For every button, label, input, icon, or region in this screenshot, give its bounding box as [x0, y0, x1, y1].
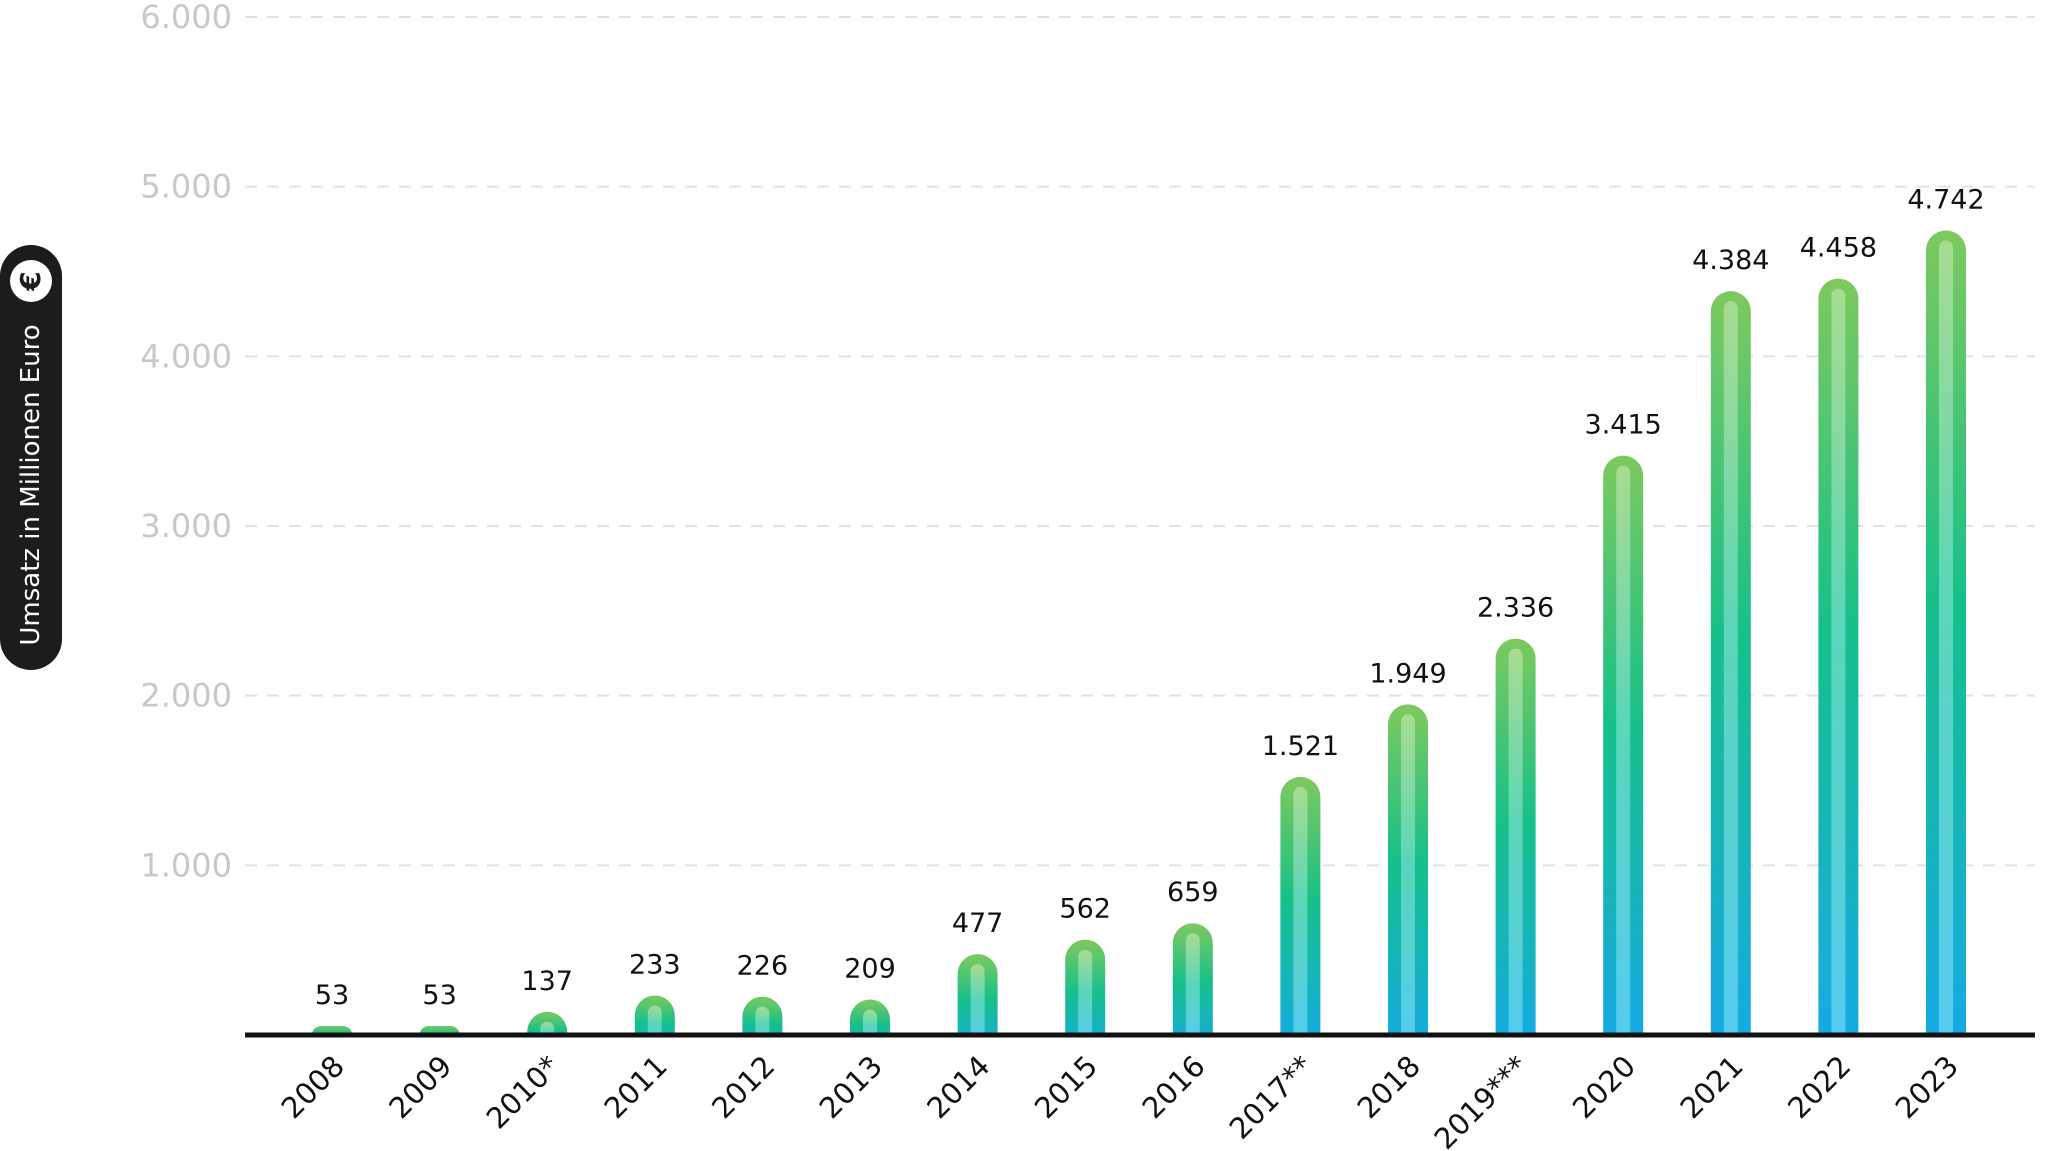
value-label: 209	[844, 954, 896, 985]
euro-icon: €	[10, 260, 52, 302]
bar-highlight	[1401, 714, 1415, 1035]
x-tick-label: 2022	[1781, 1049, 1857, 1125]
value-labels: 53 53 137 233 226 209 477 562 659 1.521 1.949 2.336…	[315, 184, 1985, 1011]
value-label: 137	[521, 966, 573, 997]
bars	[312, 230, 1966, 1035]
x-tick-label: 2012	[705, 1049, 781, 1125]
y-tick-label: 4.000	[140, 337, 232, 375]
x-tick-label: 2021	[1674, 1049, 1750, 1125]
x-tick-labels: 2008 2009 2010* 2011 2012 2013 2014 2015 2016 201…	[275, 1049, 1965, 1151]
y-tick-label: 6.000	[140, 0, 232, 36]
x-tick-label: 2013	[813, 1049, 889, 1125]
value-label: 1.949	[1369, 658, 1446, 689]
y-tick-label: 2.000	[140, 677, 232, 715]
value-label: 4.384	[1692, 245, 1769, 276]
x-tick-label: 2015	[1028, 1049, 1104, 1125]
x-tick-label: 2018	[1351, 1049, 1427, 1125]
y-tick-label: 3.000	[140, 507, 232, 545]
y-tick-label: 5.000	[140, 168, 232, 206]
value-label: 53	[422, 980, 456, 1011]
bar-highlight	[755, 1006, 770, 1035]
value-label: 1.521	[1262, 731, 1339, 762]
x-tick-label: 2009	[382, 1049, 458, 1125]
bar-highlight	[1185, 933, 1200, 1035]
x-tick-label: 2014	[920, 1049, 996, 1125]
bar-highlight	[1939, 240, 1953, 1035]
x-tick-label: 2010*	[480, 1049, 566, 1135]
bar-highlight	[1508, 648, 1523, 1035]
value-label: 2.336	[1477, 593, 1554, 624]
value-label: 477	[952, 908, 1004, 939]
value-label: 659	[1167, 877, 1219, 908]
value-label: 3.415	[1585, 410, 1662, 441]
bar-highlight	[1831, 288, 1846, 1035]
x-tick-label: 2008	[275, 1049, 351, 1125]
value-label: 562	[1059, 894, 1111, 925]
bar-highlight	[1293, 786, 1308, 1035]
x-tick-label: 2017**	[1223, 1049, 1320, 1146]
value-label: 4.458	[1800, 233, 1877, 264]
bar-highlight	[1078, 949, 1093, 1035]
y-axis-label: Umsatz in Millionen Euro	[16, 324, 46, 646]
y-axis-label-pill: € Umsatz in Millionen Euro	[0, 245, 62, 670]
x-tick-label: 2019***	[1428, 1049, 1535, 1151]
x-tick-label: 2023	[1889, 1049, 1965, 1125]
bar-highlight	[647, 1005, 662, 1035]
y-tick-label: 1.000	[140, 846, 232, 884]
bar-highlight	[863, 1009, 877, 1035]
value-label: 53	[315, 980, 349, 1011]
x-tick-label: 2020	[1566, 1049, 1642, 1125]
value-label: 226	[737, 951, 789, 982]
value-label: 233	[629, 949, 681, 980]
x-tick-label: 2016	[1136, 1049, 1212, 1125]
bar-highlight	[1616, 465, 1631, 1035]
bar-highlight	[540, 1021, 555, 1035]
bar-highlight	[970, 964, 985, 1035]
gridlines: 1.000 2.000 3.000 4.000 5.000 6.000	[140, 0, 2035, 884]
x-tick-label: 2011	[598, 1049, 674, 1125]
bar-highlight	[1723, 301, 1738, 1035]
value-label: 4.742	[1907, 184, 1984, 215]
